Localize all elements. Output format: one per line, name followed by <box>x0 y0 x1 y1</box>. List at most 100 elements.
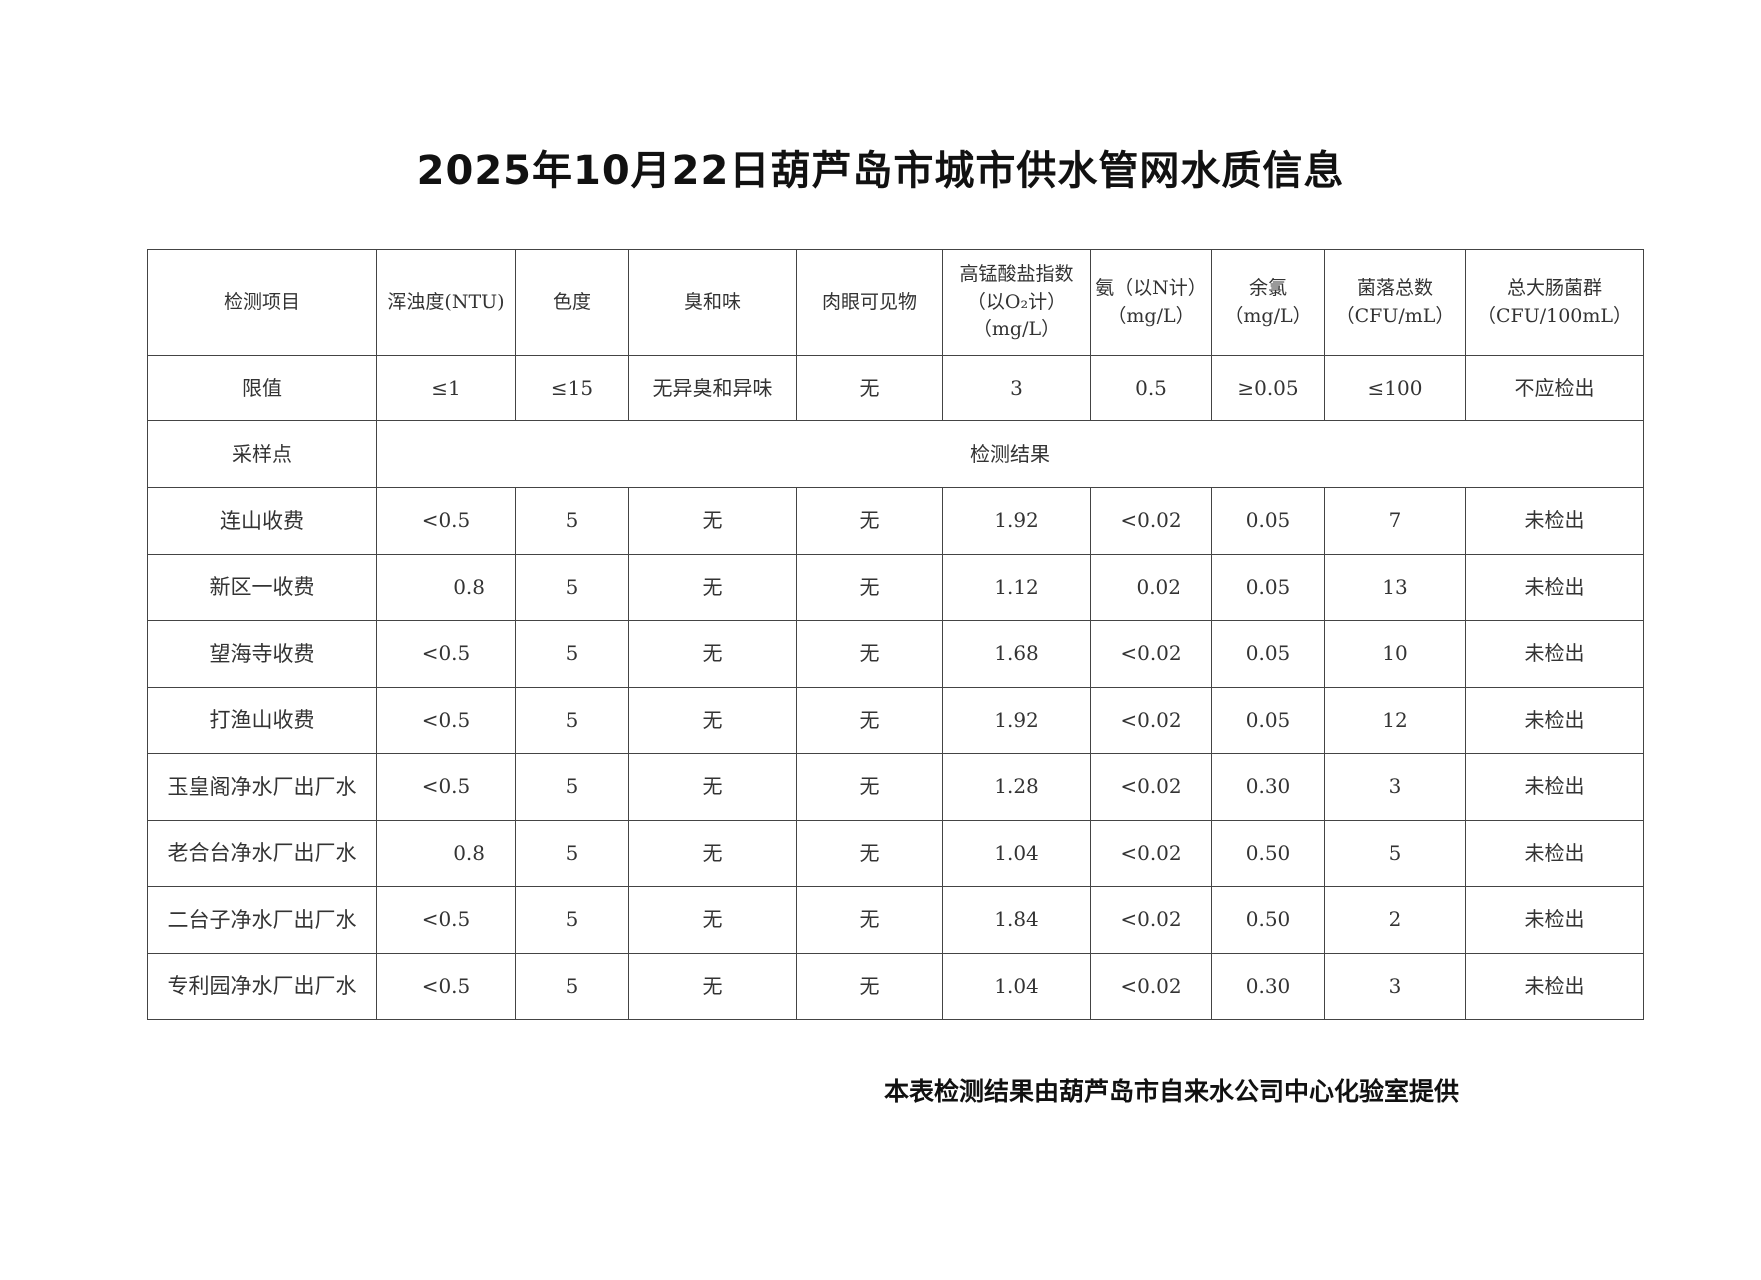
result-cell: 0.50 <box>1211 886 1325 954</box>
result-cell: 5 <box>515 553 629 621</box>
result-cell: 无 <box>796 753 943 821</box>
result-cell: <0.02 <box>1090 819 1212 887</box>
limit-cell: 无异臭和异味 <box>628 355 797 421</box>
result-cell: 未检出 <box>1465 886 1644 954</box>
result-cell: 0.02 <box>1090 553 1212 621</box>
result-cell: 5 <box>515 686 629 754</box>
result-cell: 无 <box>628 686 797 754</box>
result-cell: <0.5 <box>376 952 516 1020</box>
result-cell: <0.02 <box>1090 886 1212 954</box>
limit-cell: 0.5 <box>1090 355 1212 421</box>
limit-cell: ≥0.05 <box>1211 355 1325 421</box>
result-cell: 未检出 <box>1465 753 1644 821</box>
limit-cell: ≤15 <box>515 355 629 421</box>
column-header: 浑浊度(NTU) <box>376 249 516 356</box>
result-cell: 无 <box>628 620 797 688</box>
table-row: 老合台净水厂出厂水 0.8 5 无无 1.04 <0.02 0.50 5 未检出 <box>147 819 1644 887</box>
sample-site: 望海寺收费 <box>147 620 377 688</box>
result-cell: 1.04 <box>942 819 1091 887</box>
column-header: 高锰酸盐指数（以O₂计）（mg/L） <box>942 249 1091 356</box>
sample-site: 打渔山收费 <box>147 686 377 754</box>
result-cell: 2 <box>1324 886 1466 954</box>
column-header: 色度 <box>515 249 629 356</box>
result-cell: 未检出 <box>1465 952 1644 1020</box>
sample-site: 连山收费 <box>147 487 377 555</box>
result-cell: 未检出 <box>1465 487 1644 555</box>
sample-point-label: 采样点 <box>147 420 377 488</box>
result-cell: 3 <box>1324 753 1466 821</box>
result-cell: 无 <box>628 819 797 887</box>
column-header: 总大肠菌群（CFU/100mL） <box>1465 249 1644 356</box>
column-header: 检测项目 <box>147 249 377 356</box>
table-row: 玉皇阁净水厂出厂水 <0.5 5 无无 1.28 <0.02 0.30 3 未检出 <box>147 753 1644 821</box>
result-cell: 5 <box>1324 819 1466 887</box>
result-cell: 无 <box>796 819 943 887</box>
column-header: 臭和味 <box>628 249 797 356</box>
limit-row: 限值 ≤1 ≤15 无异臭和异味无 3 0.5 ≥0.05 ≤100 不应检出 <box>147 355 1644 421</box>
result-cell: <0.02 <box>1090 487 1212 555</box>
result-cell: 3 <box>1324 952 1466 1020</box>
result-cell: 0.05 <box>1211 686 1325 754</box>
limit-cell: 不应检出 <box>1465 355 1644 421</box>
result-cell: 无 <box>628 753 797 821</box>
result-cell: 未检出 <box>1465 819 1644 887</box>
limit-cell: ≤100 <box>1324 355 1466 421</box>
result-cell: 无 <box>628 487 797 555</box>
sample-site: 玉皇阁净水厂出厂水 <box>147 753 377 821</box>
result-cell: 无 <box>796 686 943 754</box>
result-cell: 0.30 <box>1211 952 1325 1020</box>
result-cell: 1.04 <box>942 952 1091 1020</box>
limit-label: 限值 <box>147 355 377 421</box>
result-cell: <0.5 <box>376 886 516 954</box>
result-cell: 未检出 <box>1465 553 1644 621</box>
sample-site: 专利园净水厂出厂水 <box>147 952 377 1020</box>
result-cell: 1.12 <box>942 553 1091 621</box>
footer-note: 本表检测结果由葫芦岛市自来水公司中心化验室提供 <box>884 1077 1460 1106</box>
result-cell: 1.92 <box>942 686 1091 754</box>
sample-site: 二台子净水厂出厂水 <box>147 886 377 954</box>
result-cell: 5 <box>515 487 629 555</box>
result-cell: 1.92 <box>942 487 1091 555</box>
result-cell: 5 <box>515 620 629 688</box>
column-header: 氨（以N计）（mg/L） <box>1090 249 1212 356</box>
result-cell: 1.84 <box>942 886 1091 954</box>
result-cell: 无 <box>796 886 943 954</box>
result-cell: 无 <box>796 553 943 621</box>
result-cell: 未检出 <box>1465 620 1644 688</box>
result-cell: 0.8 <box>376 553 516 621</box>
result-cell: <0.5 <box>376 686 516 754</box>
result-cell: 5 <box>515 952 629 1020</box>
result-cell: <0.5 <box>376 753 516 821</box>
limit-cell: 3 <box>942 355 1091 421</box>
table-row: 连山收费 <0.5 5 无无 1.92 <0.02 0.05 7 未检出 <box>147 487 1644 555</box>
result-cell: 10 <box>1324 620 1466 688</box>
result-cell: <0.02 <box>1090 952 1212 1020</box>
result-cell: 5 <box>515 753 629 821</box>
result-cell: 无 <box>796 952 943 1020</box>
water-quality-table: 检测项目 浑浊度(NTU) 色度 臭和味 肉眼可见物 高锰酸盐指数（以O₂计）（mg/L）… <box>147 249 1644 1020</box>
result-cell: 5 <box>515 819 629 887</box>
result-cell: 5 <box>515 886 629 954</box>
table-row: 专利园净水厂出厂水 <0.5 5 无无 1.04 <0.02 0.30 3 未检出 <box>147 952 1644 1020</box>
result-cell: <0.02 <box>1090 686 1212 754</box>
header-row: 检测项目 浑浊度(NTU) 色度 臭和味 肉眼可见物 高锰酸盐指数（以O₂计）（mg/L）… <box>147 249 1644 356</box>
table-row: 二台子净水厂出厂水 <0.5 5 无无 1.84 <0.02 0.50 2 未检出 <box>147 886 1644 954</box>
result-cell: 0.8 <box>376 819 516 887</box>
result-cell: 7 <box>1324 487 1466 555</box>
sample-site: 老合台净水厂出厂水 <box>147 819 377 887</box>
results-label: 检测结果 <box>376 420 1644 488</box>
result-cell: 1.68 <box>942 620 1091 688</box>
column-header: 菌落总数（CFU/mL） <box>1324 249 1466 356</box>
result-cell: 12 <box>1324 686 1466 754</box>
table-row: 打渔山收费 <0.5 5 无无 1.92 <0.02 0.05 12 未检出 <box>147 686 1644 754</box>
result-cell: <0.02 <box>1090 620 1212 688</box>
result-cell: 0.30 <box>1211 753 1325 821</box>
result-cell: <0.02 <box>1090 753 1212 821</box>
result-cell: 无 <box>628 952 797 1020</box>
result-cell: <0.5 <box>376 487 516 555</box>
result-cell: 13 <box>1324 553 1466 621</box>
table-row: 望海寺收费 <0.5 5 无无 1.68 <0.02 0.05 10 未检出 <box>147 620 1644 688</box>
result-cell: 无 <box>796 487 943 555</box>
result-cell: 0.05 <box>1211 620 1325 688</box>
sample-site: 新区一收费 <box>147 553 377 621</box>
